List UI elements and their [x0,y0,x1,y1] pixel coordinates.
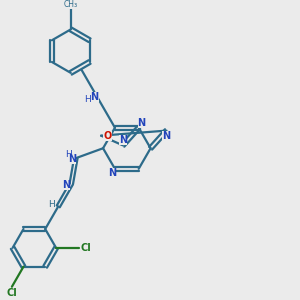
Text: CH₃: CH₃ [64,0,78,9]
Text: Cl: Cl [80,243,91,253]
Text: N: N [68,154,76,164]
Text: N: N [162,131,170,141]
Text: O: O [103,131,112,141]
Text: Cl: Cl [7,288,17,298]
Text: H: H [48,200,54,209]
Text: N: N [91,92,99,102]
Text: H: H [85,95,92,104]
Text: H: H [65,150,72,159]
Text: N: N [119,134,127,145]
Text: N: N [137,118,146,128]
Text: N: N [108,168,116,178]
Text: N: N [62,180,70,190]
